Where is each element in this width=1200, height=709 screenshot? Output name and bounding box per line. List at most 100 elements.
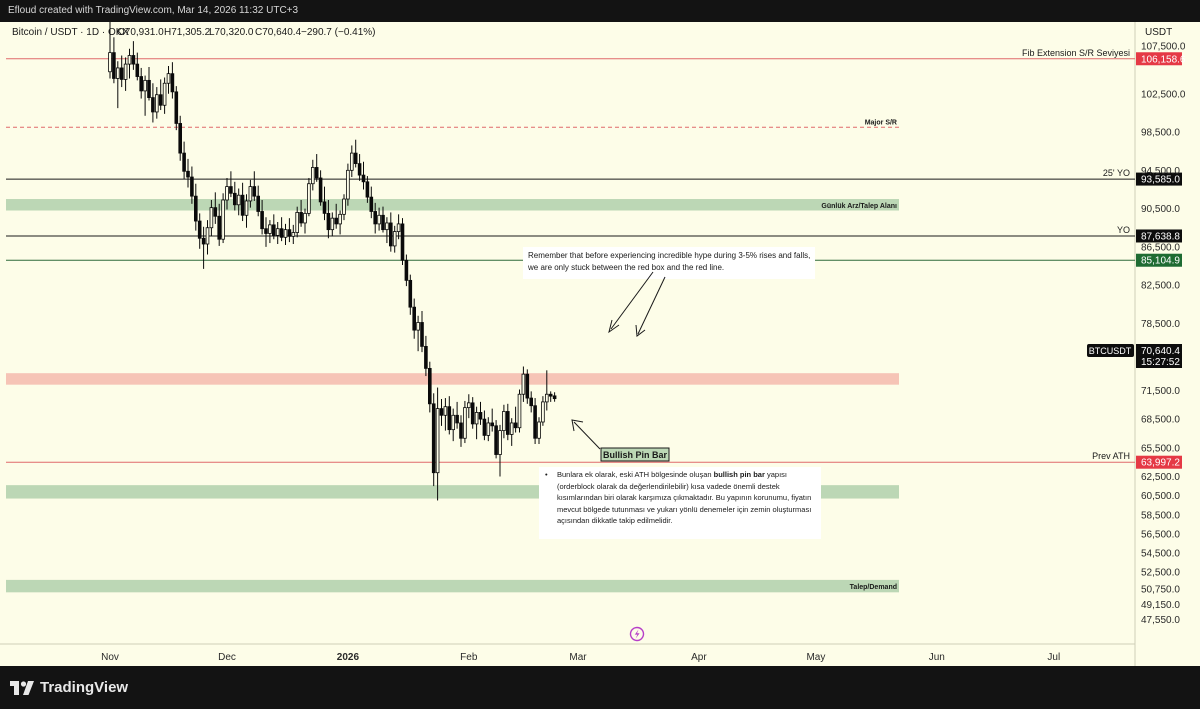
level-label-2: 25' YO <box>1103 168 1130 178</box>
candle-body-22 <box>193 195 198 222</box>
price-tick-2: 98,500.0 <box>1141 128 1180 139</box>
candle-body-92 <box>466 402 471 409</box>
candle-body-102 <box>505 411 510 435</box>
legend-low: L70,320.0 <box>209 27 254 38</box>
candle-body-29 <box>221 199 225 240</box>
note-arrow-2-head <box>635 324 646 337</box>
tradingview-logo[interactable]: TradingView <box>10 679 128 696</box>
candle-body-30 <box>225 186 229 201</box>
candle-body-64 <box>357 163 362 176</box>
candle-body-73 <box>392 231 397 247</box>
candle-body-78 <box>412 306 416 331</box>
candle-body-2 <box>116 67 120 79</box>
candle-body-49 <box>299 212 303 224</box>
zone-0 <box>6 199 899 211</box>
price-tick-6: 82,500.0 <box>1141 281 1180 292</box>
tradingview-logo-icon <box>10 680 34 695</box>
price-tick-3: 94,500.0 <box>1141 166 1180 177</box>
zones-layer: Günlük Arz/Talep Alanı Talep/Demand <box>6 199 899 593</box>
price-tick-9: 71,500.0 <box>1141 386 1180 397</box>
candle-body-95 <box>478 412 483 420</box>
candle-body-76 <box>404 259 409 281</box>
level-tag-text-5: 63,997.2 <box>1141 458 1180 469</box>
candle-body-89 <box>455 414 459 424</box>
candle-body-54 <box>318 177 323 203</box>
candle-body-23 <box>197 220 202 239</box>
candle-body-18 <box>178 123 183 154</box>
price-tick-19: 49,150.0 <box>1141 600 1180 611</box>
pin-bar-arrow-head <box>571 419 584 432</box>
candle-body-100 <box>498 430 502 455</box>
candle-body-65 <box>361 174 366 183</box>
candle-body-69 <box>377 214 381 225</box>
levels-layer: Fib Extension S/R Seviyesi 106,158.6 Major… <box>6 48 1186 469</box>
legend-open: O70,931.0 <box>117 27 164 38</box>
price-tick-0: 107,500.0 <box>1141 41 1186 52</box>
candle-body-112 <box>545 393 549 403</box>
time-axis[interactable]: Nov Dec 2026 Feb Mar Apr May Jun Jul <box>101 652 1060 663</box>
candle-body-14 <box>162 82 167 106</box>
pin-bar-label-box <box>600 447 670 462</box>
candle-body-101 <box>502 411 506 432</box>
price-tick-17: 52,500.0 <box>1141 568 1180 579</box>
candle-body-110 <box>537 421 541 439</box>
candle-body-99 <box>494 425 498 455</box>
candle-body-27 <box>213 207 218 217</box>
price-tick-18: 50,750.0 <box>1141 584 1180 595</box>
level-tag-5 <box>1136 455 1182 469</box>
candle-body-1 <box>112 52 116 79</box>
price-tick-20: 47,550.0 <box>1141 615 1180 626</box>
level-tag-text-0: 106,158.6 <box>1141 54 1186 65</box>
candle-body-98 <box>490 422 494 427</box>
candle-body-28 <box>217 215 222 240</box>
candle-body-43 <box>275 228 280 236</box>
candle-body-48 <box>295 212 299 233</box>
price-tick-13: 60,500.0 <box>1141 491 1180 502</box>
candle-body-83 <box>431 403 436 474</box>
level-tag-4 <box>1136 253 1182 267</box>
candle-body-111 <box>541 401 545 423</box>
currency-label[interactable]: USDT <box>1145 27 1172 38</box>
lightning-icon-bolt <box>634 629 640 639</box>
candle-body-36 <box>248 186 253 202</box>
candle-body-26 <box>209 207 214 229</box>
candle-body-60 <box>342 198 346 215</box>
tradingview-logo-text: TradingView <box>40 679 129 696</box>
candle-body-68 <box>373 211 377 225</box>
last-price-tag <box>1136 344 1182 368</box>
note-top-text: Remember that before experiencing incred… <box>528 251 811 272</box>
level-label-0: Fib Extension S/R Seviyesi <box>1022 48 1130 58</box>
candle-body-58 <box>334 217 338 225</box>
note-arrow-2 <box>637 276 666 335</box>
credit-text: Efloud created with TradingView.com, Mar… <box>8 5 299 16</box>
price-tick-4: 90,500.0 <box>1141 204 1180 215</box>
candle-body-37 <box>252 186 257 197</box>
time-tick-8: Jul <box>1047 652 1060 663</box>
pin-bar-arrow <box>573 421 601 450</box>
candle-body-16 <box>170 73 175 93</box>
candle-body-41 <box>268 224 272 234</box>
candle-body-24 <box>201 237 206 245</box>
candle-body-108 <box>529 397 533 407</box>
candle-body-42 <box>271 224 276 236</box>
price-chart[interactable]: Günlük Arz/Talep Alanı Talep/Demand Fib E… <box>0 22 1200 666</box>
legend-high: H71,305.2 <box>164 27 211 38</box>
candle-body-3 <box>119 67 124 80</box>
price-tick-15: 56,500.0 <box>1141 529 1180 540</box>
candle-body-57 <box>330 217 335 231</box>
candle-body-34 <box>240 194 245 216</box>
lightning-icon[interactable] <box>629 626 645 642</box>
candle-body-66 <box>365 181 370 198</box>
legend-symbol[interactable]: Bitcoin / USDT · 1D · OKX <box>12 27 129 38</box>
candle-body-88 <box>451 414 455 431</box>
candle-body-25 <box>205 227 210 245</box>
time-tick-3: Feb <box>460 652 478 663</box>
countdown-text: 15:27:52 <box>1141 357 1180 368</box>
candle-body-93 <box>470 402 475 425</box>
time-tick-7: Jun <box>929 652 945 663</box>
price-tick-7: 78,500.0 <box>1141 319 1180 330</box>
candle-body-106 <box>521 373 526 395</box>
price-axis[interactable]: 107,500.0 102,500.0 98,500.0 94,500.0 90,500… <box>1141 41 1186 626</box>
candle-body-70 <box>381 214 385 231</box>
